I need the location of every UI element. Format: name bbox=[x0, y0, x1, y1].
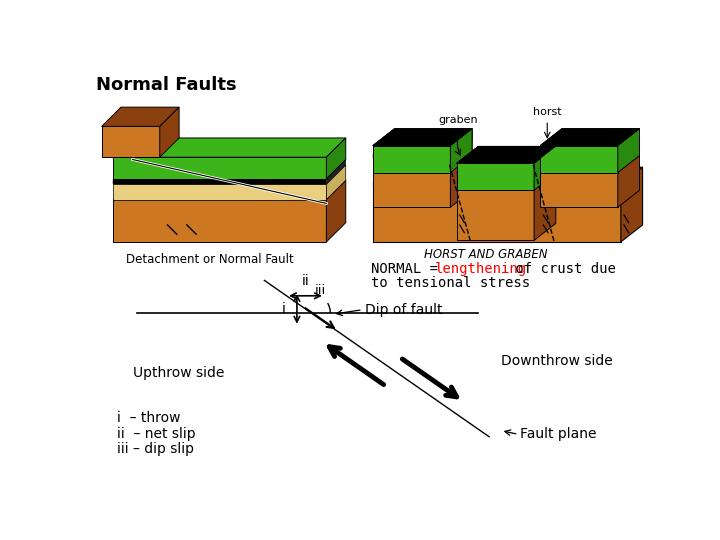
Text: i: i bbox=[282, 302, 286, 316]
Polygon shape bbox=[451, 137, 472, 159]
Text: of crust due: of crust due bbox=[507, 262, 616, 276]
Polygon shape bbox=[326, 165, 346, 200]
Polygon shape bbox=[540, 146, 618, 173]
Polygon shape bbox=[540, 129, 639, 146]
Polygon shape bbox=[534, 146, 556, 171]
Polygon shape bbox=[618, 137, 639, 159]
Text: to tensional stress: to tensional stress bbox=[372, 276, 531, 290]
Polygon shape bbox=[456, 146, 556, 164]
Polygon shape bbox=[456, 146, 556, 164]
Polygon shape bbox=[373, 129, 472, 146]
Polygon shape bbox=[621, 167, 642, 242]
Polygon shape bbox=[113, 200, 326, 242]
Polygon shape bbox=[326, 159, 346, 184]
Polygon shape bbox=[373, 146, 451, 207]
Polygon shape bbox=[534, 146, 556, 240]
Polygon shape bbox=[113, 157, 326, 179]
Text: iii: iii bbox=[315, 285, 326, 298]
Polygon shape bbox=[113, 180, 346, 200]
Text: Dip of fault: Dip of fault bbox=[365, 302, 443, 316]
Polygon shape bbox=[373, 146, 451, 173]
Polygon shape bbox=[113, 138, 346, 157]
Text: Downthrow side: Downthrow side bbox=[500, 354, 613, 368]
Polygon shape bbox=[113, 165, 346, 184]
Polygon shape bbox=[456, 146, 556, 164]
Polygon shape bbox=[113, 159, 346, 179]
Polygon shape bbox=[540, 153, 618, 159]
Polygon shape bbox=[113, 179, 326, 184]
Polygon shape bbox=[326, 180, 346, 242]
Polygon shape bbox=[456, 146, 556, 164]
Text: ii: ii bbox=[302, 274, 310, 288]
Polygon shape bbox=[456, 164, 534, 240]
Text: HORST AND GRABEN: HORST AND GRABEN bbox=[423, 248, 547, 261]
Polygon shape bbox=[540, 129, 639, 146]
Polygon shape bbox=[373, 146, 451, 153]
Text: ii  – net slip: ii – net slip bbox=[117, 427, 196, 441]
Polygon shape bbox=[326, 138, 346, 179]
Text: lengthening: lengthening bbox=[435, 262, 527, 276]
Polygon shape bbox=[373, 129, 472, 146]
Polygon shape bbox=[373, 129, 472, 146]
Polygon shape bbox=[456, 164, 534, 171]
Text: graben: graben bbox=[438, 115, 478, 125]
Polygon shape bbox=[102, 107, 179, 126]
Polygon shape bbox=[373, 167, 642, 184]
Polygon shape bbox=[113, 184, 326, 200]
Polygon shape bbox=[540, 146, 618, 207]
Polygon shape bbox=[618, 129, 639, 153]
Polygon shape bbox=[160, 107, 179, 157]
Polygon shape bbox=[373, 184, 621, 242]
Text: iii – dip slip: iii – dip slip bbox=[117, 442, 194, 456]
Polygon shape bbox=[373, 129, 472, 146]
Text: Fault plane: Fault plane bbox=[520, 427, 597, 441]
Polygon shape bbox=[456, 164, 534, 190]
Polygon shape bbox=[534, 146, 556, 190]
Polygon shape bbox=[456, 171, 534, 177]
Polygon shape bbox=[373, 153, 451, 159]
Polygon shape bbox=[540, 129, 639, 146]
Text: NORMAL =: NORMAL = bbox=[372, 262, 446, 276]
Polygon shape bbox=[618, 129, 639, 207]
Polygon shape bbox=[451, 129, 472, 173]
Text: i  – throw: i – throw bbox=[117, 411, 181, 426]
Text: horst: horst bbox=[533, 107, 562, 117]
Polygon shape bbox=[540, 146, 618, 153]
Text: Upthrow side: Upthrow side bbox=[132, 366, 224, 380]
Polygon shape bbox=[451, 129, 472, 207]
Polygon shape bbox=[534, 154, 556, 177]
Polygon shape bbox=[102, 126, 160, 157]
Text: Detachment or Normal Fault: Detachment or Normal Fault bbox=[126, 253, 294, 266]
Text: Normal Faults: Normal Faults bbox=[96, 76, 237, 94]
Polygon shape bbox=[451, 129, 472, 153]
Polygon shape bbox=[540, 129, 639, 146]
Polygon shape bbox=[618, 129, 639, 173]
